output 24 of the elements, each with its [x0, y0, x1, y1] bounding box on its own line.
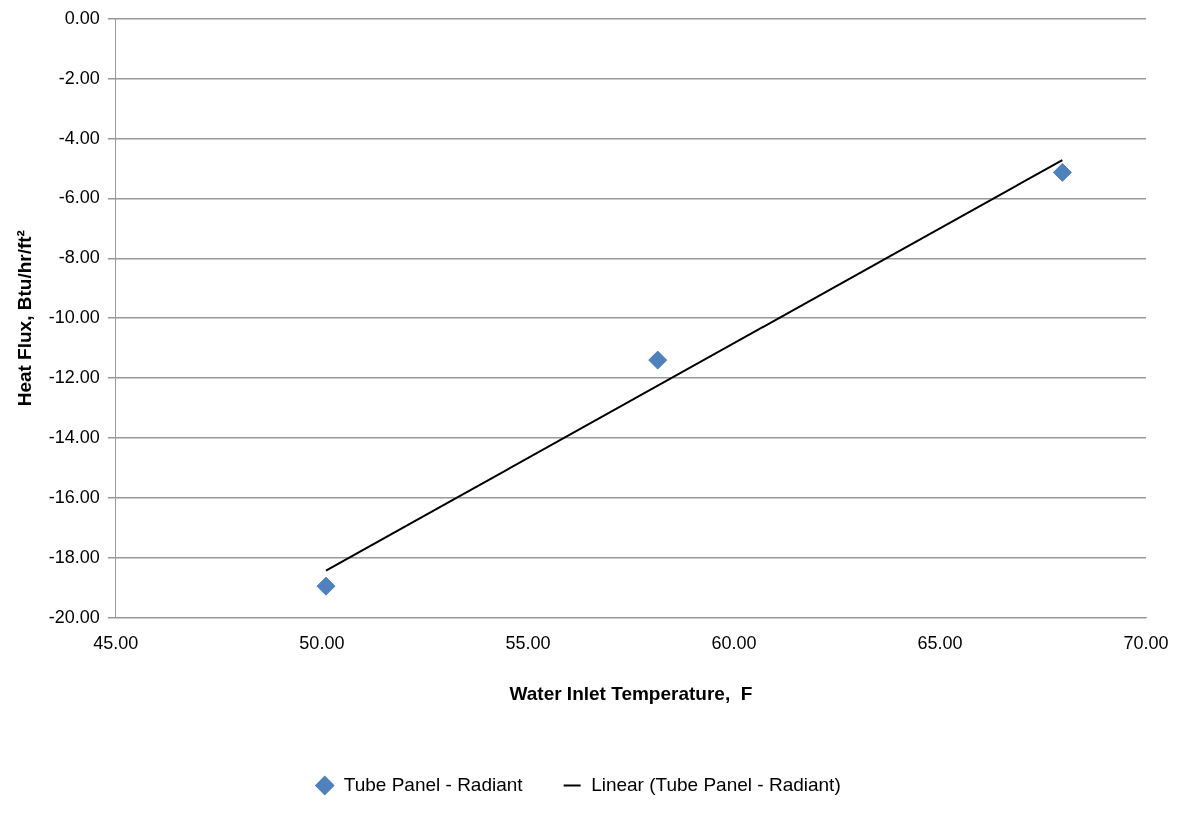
legend-label: Tube Panel - Radiant	[343, 773, 524, 795]
y-tick-label: -2.00	[58, 67, 100, 88]
x-tick-label: 70.00	[1123, 633, 1169, 654]
x-tick-label: 65.00	[917, 633, 963, 654]
x-tick-label: 55.00	[505, 633, 551, 654]
x-tick-label: 60.00	[711, 633, 757, 654]
legend-label: Linear (Tube Panel - Radiant)	[591, 773, 841, 795]
x-tick-label: 50.00	[299, 633, 345, 654]
y-tick-label: -6.00	[58, 187, 100, 208]
x-axis-title: Water Inlet Temperature, F	[509, 682, 753, 704]
point	[316, 576, 336, 596]
x-tick-label: 45.00	[93, 633, 139, 654]
y-tick-label: -4.00	[58, 127, 100, 148]
y-tick-label: 0.00	[64, 7, 100, 28]
y-tick-label: -20.00	[48, 606, 100, 627]
point	[648, 350, 668, 370]
y-tick-label: -12.00	[48, 367, 100, 388]
y-tick-label: -18.00	[48, 546, 100, 567]
y-tick-label: -8.00	[58, 247, 100, 268]
y-tick-label: -10.00	[48, 307, 100, 328]
y-axis-title: Heat Flux, Btu/hr/ft²	[13, 230, 35, 407]
y-tick-label: -14.00	[48, 426, 100, 447]
y-tick-label: -16.00	[48, 486, 100, 507]
point	[1052, 162, 1072, 182]
